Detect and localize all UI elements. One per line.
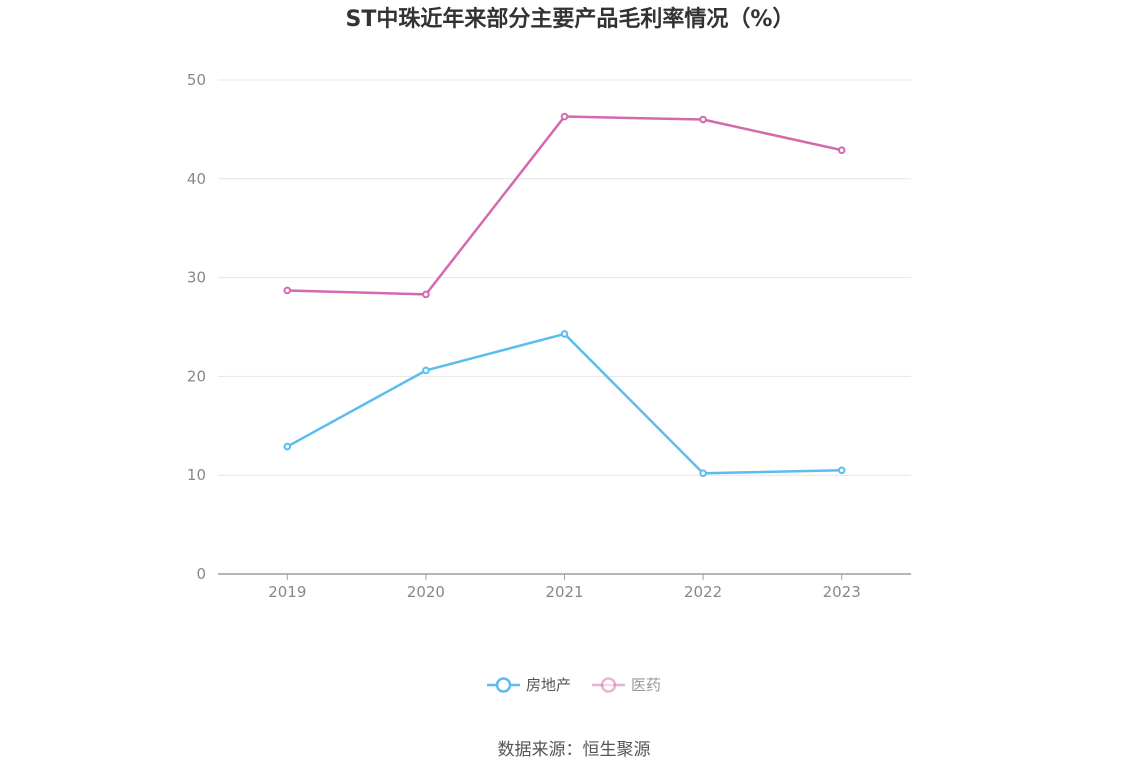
x-axis-ticks: 2019 2020 2021 2022 2023 bbox=[268, 574, 861, 601]
data-point[interactable] bbox=[837, 146, 846, 154]
legend-item-real-estate[interactable]: 房地产 bbox=[487, 676, 571, 694]
data-point[interactable] bbox=[837, 466, 846, 475]
data-point[interactable] bbox=[699, 469, 707, 478]
series-1 bbox=[283, 112, 846, 299]
legend-marker-icon bbox=[495, 677, 512, 693]
series-lines bbox=[283, 112, 846, 478]
x-tick-label: 2019 bbox=[268, 583, 306, 601]
x-tick-label: 2020 bbox=[407, 583, 445, 601]
series-line bbox=[286, 332, 842, 475]
series-line bbox=[287, 115, 842, 296]
x-tick-label: 2022 bbox=[684, 583, 722, 601]
data-point[interactable] bbox=[283, 442, 292, 451]
data-point[interactable] bbox=[283, 286, 292, 295]
chart-title: ST中珠近年来部分主要产品毛利率情况（%） bbox=[346, 6, 795, 32]
y-tick-label: 0 bbox=[196, 565, 206, 583]
y-tick-label: 30 bbox=[187, 269, 206, 287]
data-point[interactable] bbox=[560, 112, 569, 121]
data-point[interactable] bbox=[422, 290, 430, 299]
legend[interactable]: 房地产 医药 bbox=[487, 676, 661, 694]
grid-lines bbox=[218, 79, 911, 476]
legend-item-medicine[interactable]: 医药 bbox=[592, 676, 661, 694]
x-tick-label: 2023 bbox=[823, 583, 861, 601]
y-tick-label: 20 bbox=[187, 367, 206, 385]
data-point[interactable] bbox=[422, 366, 430, 375]
y-tick-label: 50 bbox=[187, 71, 206, 89]
data-point[interactable] bbox=[699, 115, 707, 124]
legend-marker-icon bbox=[600, 677, 617, 693]
x-tick-label: 2021 bbox=[545, 583, 583, 601]
y-tick-label: 40 bbox=[187, 170, 206, 188]
y-axis-ticks: 0 10 20 30 40 50 bbox=[187, 71, 206, 583]
y-tick-label: 10 bbox=[187, 466, 206, 484]
data-source: 数据来源：恒生聚源 bbox=[498, 740, 651, 760]
series-0 bbox=[283, 330, 846, 478]
legend-label-medicine: 医药 bbox=[631, 676, 661, 694]
data-point[interactable] bbox=[560, 330, 569, 338]
legend-label-real-estate: 房地产 bbox=[526, 676, 571, 694]
